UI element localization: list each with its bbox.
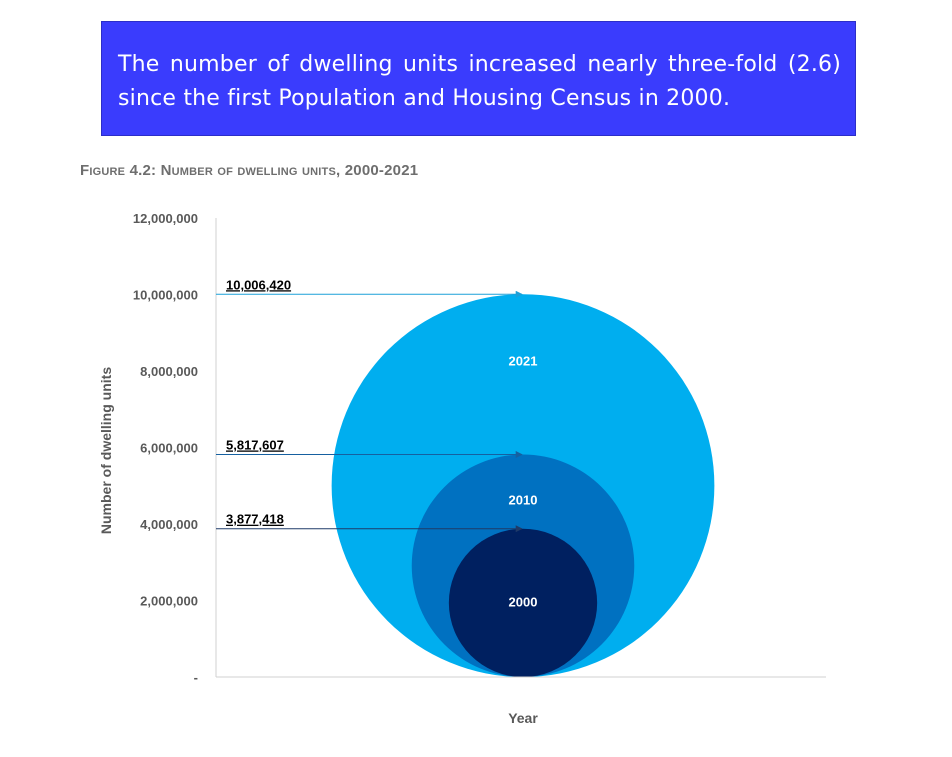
value-label-2021: 10,006,420 [226, 277, 291, 292]
value-label-2010: 5,817,607 [226, 437, 284, 452]
y-tick-label: 4,000,000 [140, 517, 198, 532]
y-axis-title: Number of dwelling units [98, 367, 114, 534]
bubbles-layer [331, 294, 715, 677]
y-tick-label: 12,000,000 [133, 211, 198, 226]
y-tick-label: 2,000,000 [140, 594, 198, 609]
labels-layer: 2021 2010 2000 - 2,000,000 4,000,000 6,000,000… [98, 211, 538, 726]
y-tick-label: - [194, 670, 198, 685]
figure-title: Number of dwelling units, [160, 162, 341, 179]
summary-callout: The number of dwelling units increased n… [101, 21, 856, 136]
x-axis-title: Year [508, 710, 538, 726]
bubble-label-2010: 2010 [509, 492, 538, 507]
bubble-label-2000: 2000 [509, 595, 538, 610]
y-tick-label: 6,000,000 [140, 441, 198, 456]
bubble-2000 [448, 528, 598, 677]
value-label-2000: 3,877,418 [226, 512, 284, 527]
figure-range: 2000-2021 [344, 162, 419, 179]
summary-callout-text: The number of dwelling units increased n… [118, 52, 841, 111]
figure-label-number: 4.2: [129, 162, 157, 179]
figure-label-prefix: Figure [80, 162, 126, 179]
bubble-label-2021: 2021 [509, 353, 538, 368]
figure-caption: Figure 4.2: Number of dwelling units, 20… [80, 162, 418, 179]
value-callouts-layer [216, 290, 523, 533]
y-tick-label: 10,000,000 [133, 288, 198, 303]
y-tick-label: 8,000,000 [140, 364, 198, 379]
